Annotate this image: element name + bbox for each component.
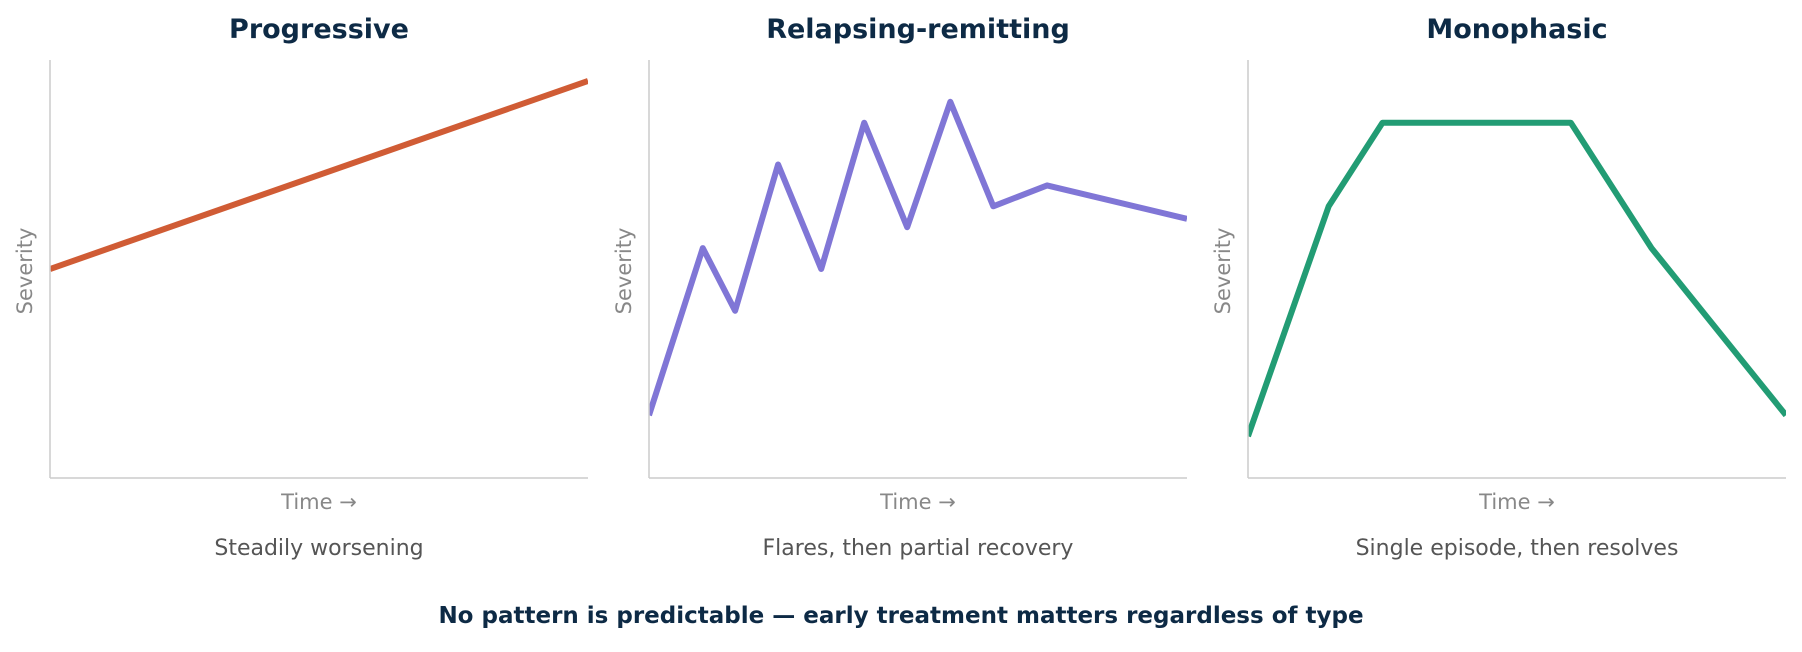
x-axis-label: Time → (280, 490, 357, 514)
panel-title: Monophasic (1426, 14, 1607, 45)
y-axis-label: Severity (13, 228, 37, 315)
series-line (50, 78, 588, 272)
footer-note: No pattern is predictable — early treatm… (438, 603, 1363, 629)
series-line (649, 98, 1187, 417)
chart-panels: Progressive Severity Time → Steadily worsen… (13, 14, 1786, 561)
x-axis-label: Time → (1478, 490, 1555, 514)
series-line (1248, 119, 1786, 438)
panel-caption: Steadily worsening (214, 536, 423, 561)
panel-title: Progressive (229, 14, 409, 45)
chart-panel: Progressive Severity Time → Steadily worsen… (13, 14, 588, 561)
x-axis-label: Time → (879, 490, 956, 514)
chart-panel: Relapsing-remitting Severity Time → Flares,… (612, 14, 1187, 561)
y-axis-label: Severity (612, 228, 636, 315)
panel-title: Relapsing-remitting (766, 14, 1070, 45)
chart-panel: Monophasic Severity Time → Single episode, … (1211, 14, 1786, 561)
panel-caption: Single episode, then resolves (1356, 536, 1679, 561)
panel-caption: Flares, then partial recovery (763, 536, 1074, 561)
y-axis-label: Severity (1211, 228, 1235, 315)
